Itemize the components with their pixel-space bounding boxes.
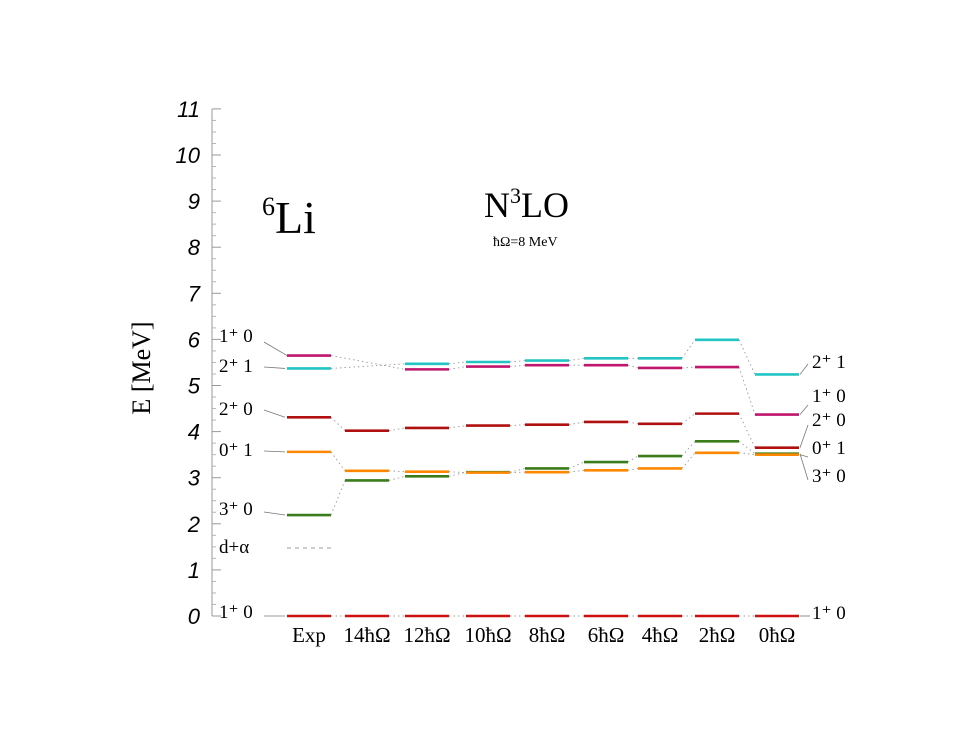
category-label: 2ħΩ	[699, 623, 736, 647]
y-axis-title: E [MeV]	[127, 321, 156, 414]
left-level-label: 2⁺ 1	[219, 356, 253, 377]
connector-line	[738, 339, 756, 375]
connector-line	[330, 451, 346, 472]
y-tick-label: 9	[188, 189, 200, 214]
connector-line	[330, 363, 406, 369]
y-tick-labels: 0 1 2 3 4 5 6 7 8 9 10 11	[176, 97, 201, 629]
right-level-label: 2⁺ 0	[812, 410, 846, 431]
connector-line	[681, 413, 696, 425]
left-label-leader	[263, 409, 286, 418]
y-tick-label: 10	[176, 143, 201, 168]
left-label-leader	[263, 341, 288, 356]
connector-line	[681, 452, 696, 469]
y-tick-label: 8	[188, 235, 201, 260]
connector-line	[330, 416, 346, 432]
connector-line	[627, 468, 639, 471]
subtitle-main-1: N	[484, 185, 510, 225]
y-tick-label: 4	[188, 420, 200, 445]
right-level-label: 1⁺ 0	[812, 603, 846, 624]
left-level-label: 3⁺ 0	[219, 499, 253, 520]
left-level-label: d+α	[219, 537, 249, 558]
connector-line	[738, 440, 756, 455]
connector-line	[388, 475, 406, 481]
left-level-label: 1⁺ 0	[219, 326, 253, 347]
category-label: 0ħΩ	[759, 623, 796, 647]
energy-levels	[287, 338, 799, 618]
hbar-omega-note: ħΩ=8 MeV	[493, 235, 558, 250]
left-level-label: 1⁺ 0	[219, 602, 253, 623]
connector-line	[509, 468, 526, 473]
category-label: 14ħΩ	[343, 623, 390, 647]
connector-line	[738, 452, 756, 456]
connector-line	[627, 421, 639, 425]
right-level-labels: 2⁺ 1 1⁺ 0 2⁺ 0 0⁺ 1 3⁺ 0 1⁺ 0	[799, 352, 846, 624]
right-label-leader	[799, 453, 809, 481]
title-main: Li	[275, 192, 316, 243]
connector-line	[330, 480, 346, 516]
y-tick-label: 0	[188, 604, 201, 629]
connector-line	[448, 361, 467, 365]
connector-line	[681, 339, 696, 359]
connector-line	[388, 470, 406, 473]
connector-line	[738, 413, 756, 448]
category-label: 8ħΩ	[529, 623, 566, 647]
y-tick-label: 2	[187, 512, 200, 537]
y-tick-label: 5	[188, 374, 201, 399]
connector-line	[738, 366, 756, 415]
connector-line	[448, 471, 467, 474]
connector-line	[568, 469, 585, 473]
left-label-leader	[263, 450, 286, 453]
y-tick-label: 6	[188, 327, 201, 352]
level-connectors	[330, 339, 756, 617]
y-tick-label: 11	[177, 97, 200, 122]
right-label-leader	[799, 454, 809, 458]
right-level-label: 3⁺ 0	[812, 466, 846, 487]
category-label: 6ħΩ	[588, 623, 625, 647]
right-label-leader	[799, 404, 809, 415]
y-axis	[211, 108, 221, 617]
right-label-leader	[799, 363, 809, 375]
connector-line	[681, 366, 696, 369]
left-level-labels: 1⁺ 0 2⁺ 1 2⁺ 0 0⁺ 1 3⁺ 0 d+α 1⁺ 0	[219, 326, 288, 623]
connector-line	[509, 364, 526, 368]
connector-line	[388, 427, 406, 432]
category-label: 10ħΩ	[464, 623, 511, 647]
category-labels: Exp 14ħΩ 12ħΩ 10ħΩ 8ħΩ 6ħΩ 4ħΩ 2ħΩ 0ħΩ	[292, 623, 795, 647]
connector-line	[448, 366, 467, 370]
connector-line	[568, 357, 585, 362]
connector-line	[330, 355, 406, 370]
left-level-label: 2⁺ 0	[219, 399, 253, 420]
connector-line	[568, 461, 585, 469]
subtitle-superscript: 3	[510, 183, 521, 208]
connector-line	[681, 440, 696, 457]
connector-line	[627, 455, 639, 463]
right-level-label: 2⁺ 1	[812, 352, 846, 373]
title-superscript: 6	[262, 192, 275, 221]
category-label: 12ħΩ	[403, 623, 450, 647]
right-label-leader	[799, 424, 809, 448]
subtitle-main-2: LO	[521, 185, 569, 225]
category-label: Exp	[292, 623, 326, 647]
y-tick-label: 7	[188, 281, 201, 306]
y-tick-label: 3	[188, 466, 201, 491]
connector-line	[509, 360, 526, 363]
y-tick-label: 1	[188, 558, 200, 583]
chart-subtitle: N3LO	[484, 183, 569, 225]
category-label: 4ħΩ	[642, 623, 679, 647]
chart-title: 6Li	[262, 192, 316, 243]
left-label-leader	[263, 511, 286, 516]
connector-line	[448, 425, 467, 429]
connector-line	[568, 421, 585, 426]
connector-line	[627, 364, 639, 369]
right-level-label: 0⁺ 1	[812, 438, 846, 459]
left-level-label: 0⁺ 1	[219, 440, 253, 461]
left-label-leader	[263, 366, 286, 369]
right-level-label: 1⁺ 0	[812, 386, 846, 407]
connector-line	[509, 424, 526, 427]
